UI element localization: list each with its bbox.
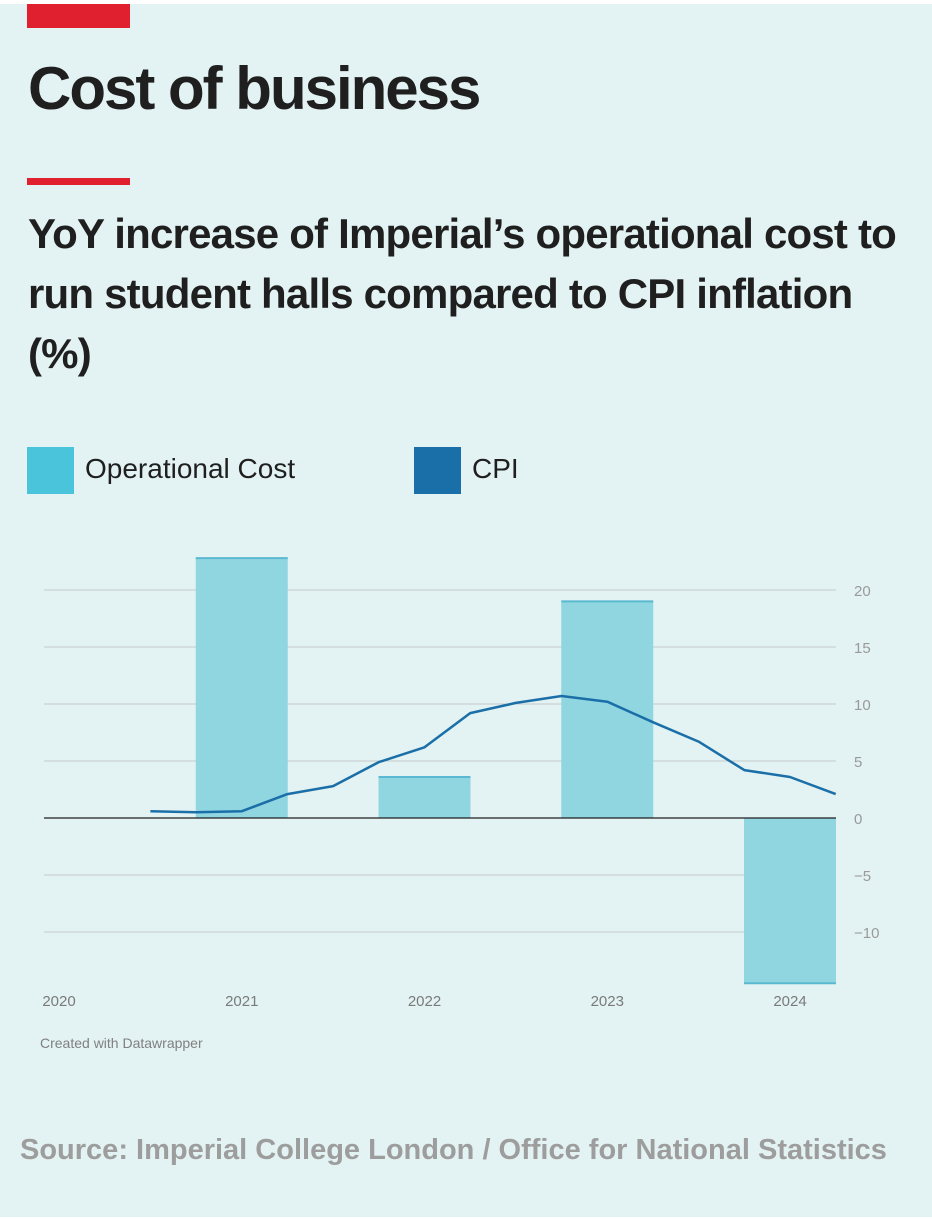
y-tick-label: −5 <box>854 868 871 885</box>
x-tick-label: 2022 <box>408 993 441 1010</box>
x-tick-label: 2023 <box>591 993 624 1010</box>
bar-operational-cost <box>561 601 654 818</box>
y-tick-label: 5 <box>854 754 862 771</box>
bar-operational-cost <box>744 818 836 984</box>
legend-label-cpi: CPI <box>472 453 519 484</box>
chart-subtitle: YoY increase of Imperial’s operational c… <box>28 210 897 377</box>
x-tick-label: 2020 <box>42 993 75 1010</box>
legend-swatch-cpi <box>414 447 461 494</box>
headline: Cost of business <box>28 55 481 122</box>
datawrapper-credit: Created with Datawrapper <box>40 1035 203 1051</box>
y-tick-label: 10 <box>854 697 871 714</box>
bar-operational-cost <box>195 558 288 818</box>
y-tick-label: −10 <box>854 925 879 942</box>
x-tick-label: 2024 <box>773 993 806 1010</box>
bar-operational-cost <box>378 776 471 818</box>
top-accent-bar <box>27 4 130 28</box>
chart-card: Cost of business YoY increase of Imperia… <box>0 4 932 1217</box>
source-note: Source: Imperial College London / Office… <box>20 1134 887 1166</box>
legend-swatch-operational-cost <box>27 447 74 494</box>
chart-svg: 20 15 10 5 0 −5 −10 2020 2021 2022 2023 2024 <box>42 557 879 1010</box>
legend-label-operational-cost: Operational Cost <box>85 453 296 484</box>
y-tick-label: 20 <box>854 583 871 600</box>
y-tick-label: 15 <box>854 640 871 657</box>
x-tick-label: 2021 <box>225 993 258 1010</box>
y-tick-label: 0 <box>854 811 862 828</box>
subtitle-accent-bar <box>27 178 130 185</box>
chart-area: 20 15 10 5 0 −5 −10 2020 2021 2022 2023 2024 <box>0 529 932 1029</box>
cpi-line <box>150 694 837 814</box>
